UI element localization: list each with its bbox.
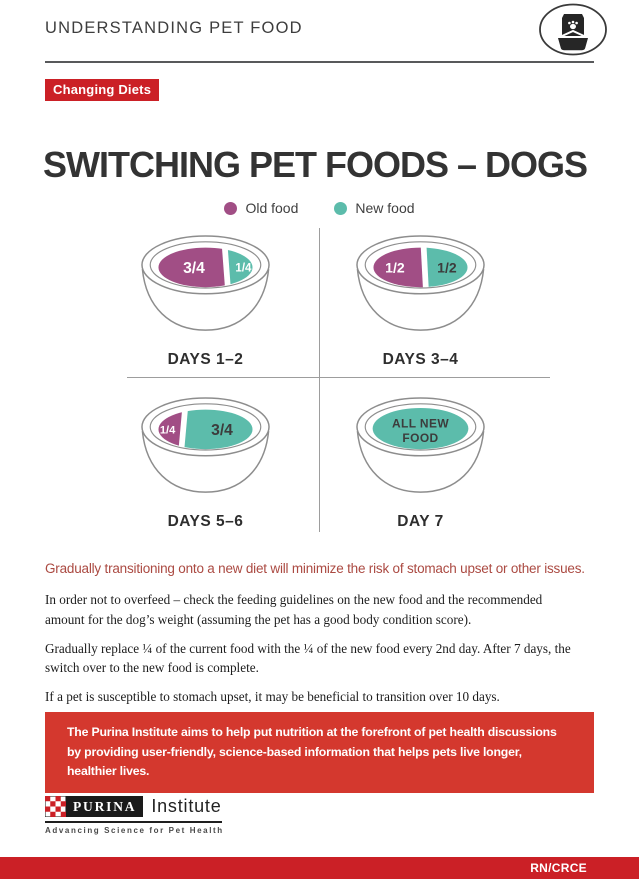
- purina-checkerboard-icon: [45, 796, 66, 817]
- logo-underline: [45, 821, 222, 823]
- legend: Old food New food: [0, 200, 639, 216]
- new-food-dot-icon: [334, 201, 348, 215]
- bowl-diagram-day-7: ALL NEW FOOD: [356, 397, 485, 493]
- new-fraction-label: 3/4: [211, 422, 233, 439]
- legend-label-new: New food: [355, 200, 415, 216]
- purina-wordmark: PURINA: [66, 796, 144, 817]
- old-fraction-label: 1/2: [385, 259, 405, 275]
- bowl-diagram-days-3-4: 1/2 1/2: [356, 235, 485, 331]
- page-title: SWITCHING PET FOODS – DOGS: [43, 144, 588, 186]
- bowl-cell-days-5-6: 1/4 3/4 DAYS 5–6: [123, 388, 288, 531]
- bowl-cell-day-7: ALL NEW FOOD DAY 7: [338, 388, 503, 531]
- new-fraction-label: 1/4: [235, 263, 252, 275]
- bowl-diagram-days-5-6: 1/4 3/4: [141, 397, 270, 493]
- old-food-dot-icon: [224, 201, 238, 215]
- bowl-caption: DAYS 1–2: [167, 351, 244, 368]
- body-text: In order not to overfeed – check the fee…: [45, 590, 585, 716]
- old-fraction-label: 1/4: [160, 425, 176, 437]
- legend-label-old: Old food: [245, 200, 299, 216]
- bowl-diagram-days-1-2: 3/4 1/4: [141, 235, 270, 331]
- bowl-cell-days-1-2: 3/4 1/4 DAYS 1–2: [123, 226, 288, 369]
- legend-item-new-food: New food: [334, 200, 415, 216]
- new-fraction-label: 1/2: [437, 259, 457, 275]
- document-code: RN/CRCE: [530, 861, 587, 875]
- logo-tagline: Advancing Science for Pet Health: [45, 826, 224, 835]
- paragraph-replace-quarter: Gradually replace ¼ of the current food …: [45, 640, 571, 676]
- grid-divider-horizontal: [127, 377, 550, 378]
- section-badge: Changing Diets: [45, 79, 160, 101]
- bowl-caption: DAYS 3–4: [382, 351, 459, 368]
- bottom-bar: RN/CRCE: [0, 857, 639, 879]
- logo-row: PURINA Institute: [45, 796, 285, 817]
- bowl-diagram-grid: 3/4 1/4 DAYS 1–2 1/2 1/2 DAYS 3–4: [45, 226, 594, 536]
- grid-divider-vertical: [319, 228, 320, 532]
- all-new-food-label-line2: FOOD: [402, 431, 438, 445]
- old-fraction-label: 3/4: [183, 260, 205, 277]
- purina-institute-callout: The Purina Institute aims to help put nu…: [45, 712, 594, 794]
- header-divider: [45, 61, 594, 63]
- document-header-title: UNDERSTANDING PET FOOD: [45, 19, 303, 37]
- institute-wordmark: Institute: [151, 796, 222, 816]
- bowl-caption: DAYS 5–6: [167, 513, 244, 530]
- highlight-sentence: Gradually transitioning onto a new diet …: [45, 561, 585, 576]
- pet-food-bag-bowl-icon: [539, 3, 607, 56]
- bowl-cell-days-3-4: 1/2 1/2 DAYS 3–4: [338, 226, 503, 369]
- all-new-food-label-line1: ALL NEW: [392, 417, 449, 431]
- purina-institute-logo: PURINA Institute Advancing Science for P…: [45, 796, 285, 835]
- paragraph-overfeed: In order not to overfeed – check the fee…: [45, 592, 543, 627]
- paragraph-stomach-upset: If a pet is susceptible to stomach upset…: [45, 689, 500, 705]
- legend-item-old-food: Old food: [224, 200, 298, 216]
- bowl-caption: DAY 7: [397, 513, 444, 530]
